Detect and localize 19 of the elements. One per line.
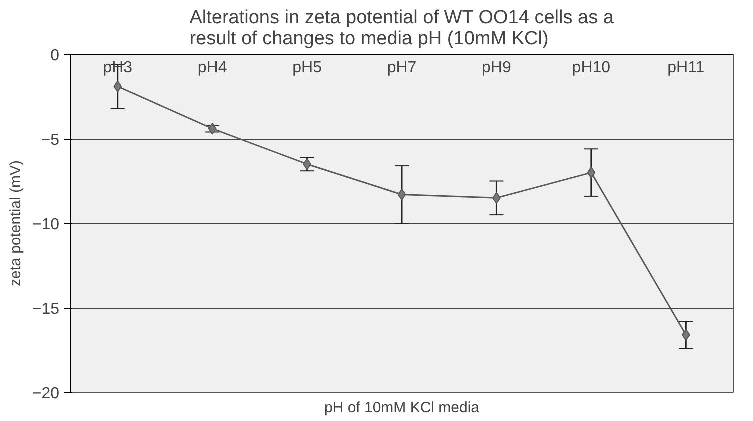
x-tick-label: pH10 xyxy=(572,60,611,76)
y-tick-label: −15 xyxy=(32,301,60,318)
x-tick-label: pH11 xyxy=(668,60,705,76)
y-tick-label: 0 xyxy=(50,48,60,64)
y-tick-label: −20 xyxy=(32,386,60,402)
x-axis-title: pH of 10mM KCl media xyxy=(324,400,480,416)
point xyxy=(587,166,596,179)
chart-title: Alterations in zeta potential of WT OO14 cells as a result of changes to media pH (10mM KCl) xyxy=(190,8,614,50)
x-tick-label: pH7 xyxy=(387,60,417,76)
point xyxy=(208,122,217,135)
x-tick-label: pH4 xyxy=(198,60,228,76)
x-tick-label: pH5 xyxy=(292,60,322,76)
y-axis-title: zeta potential (mV) xyxy=(7,160,24,286)
x-tick-label: pH9 xyxy=(482,60,512,76)
point xyxy=(114,80,122,93)
y-tick-label: −5 xyxy=(41,132,60,149)
point xyxy=(398,188,406,201)
point xyxy=(682,329,690,342)
y-tick-label: −10 xyxy=(32,216,60,234)
